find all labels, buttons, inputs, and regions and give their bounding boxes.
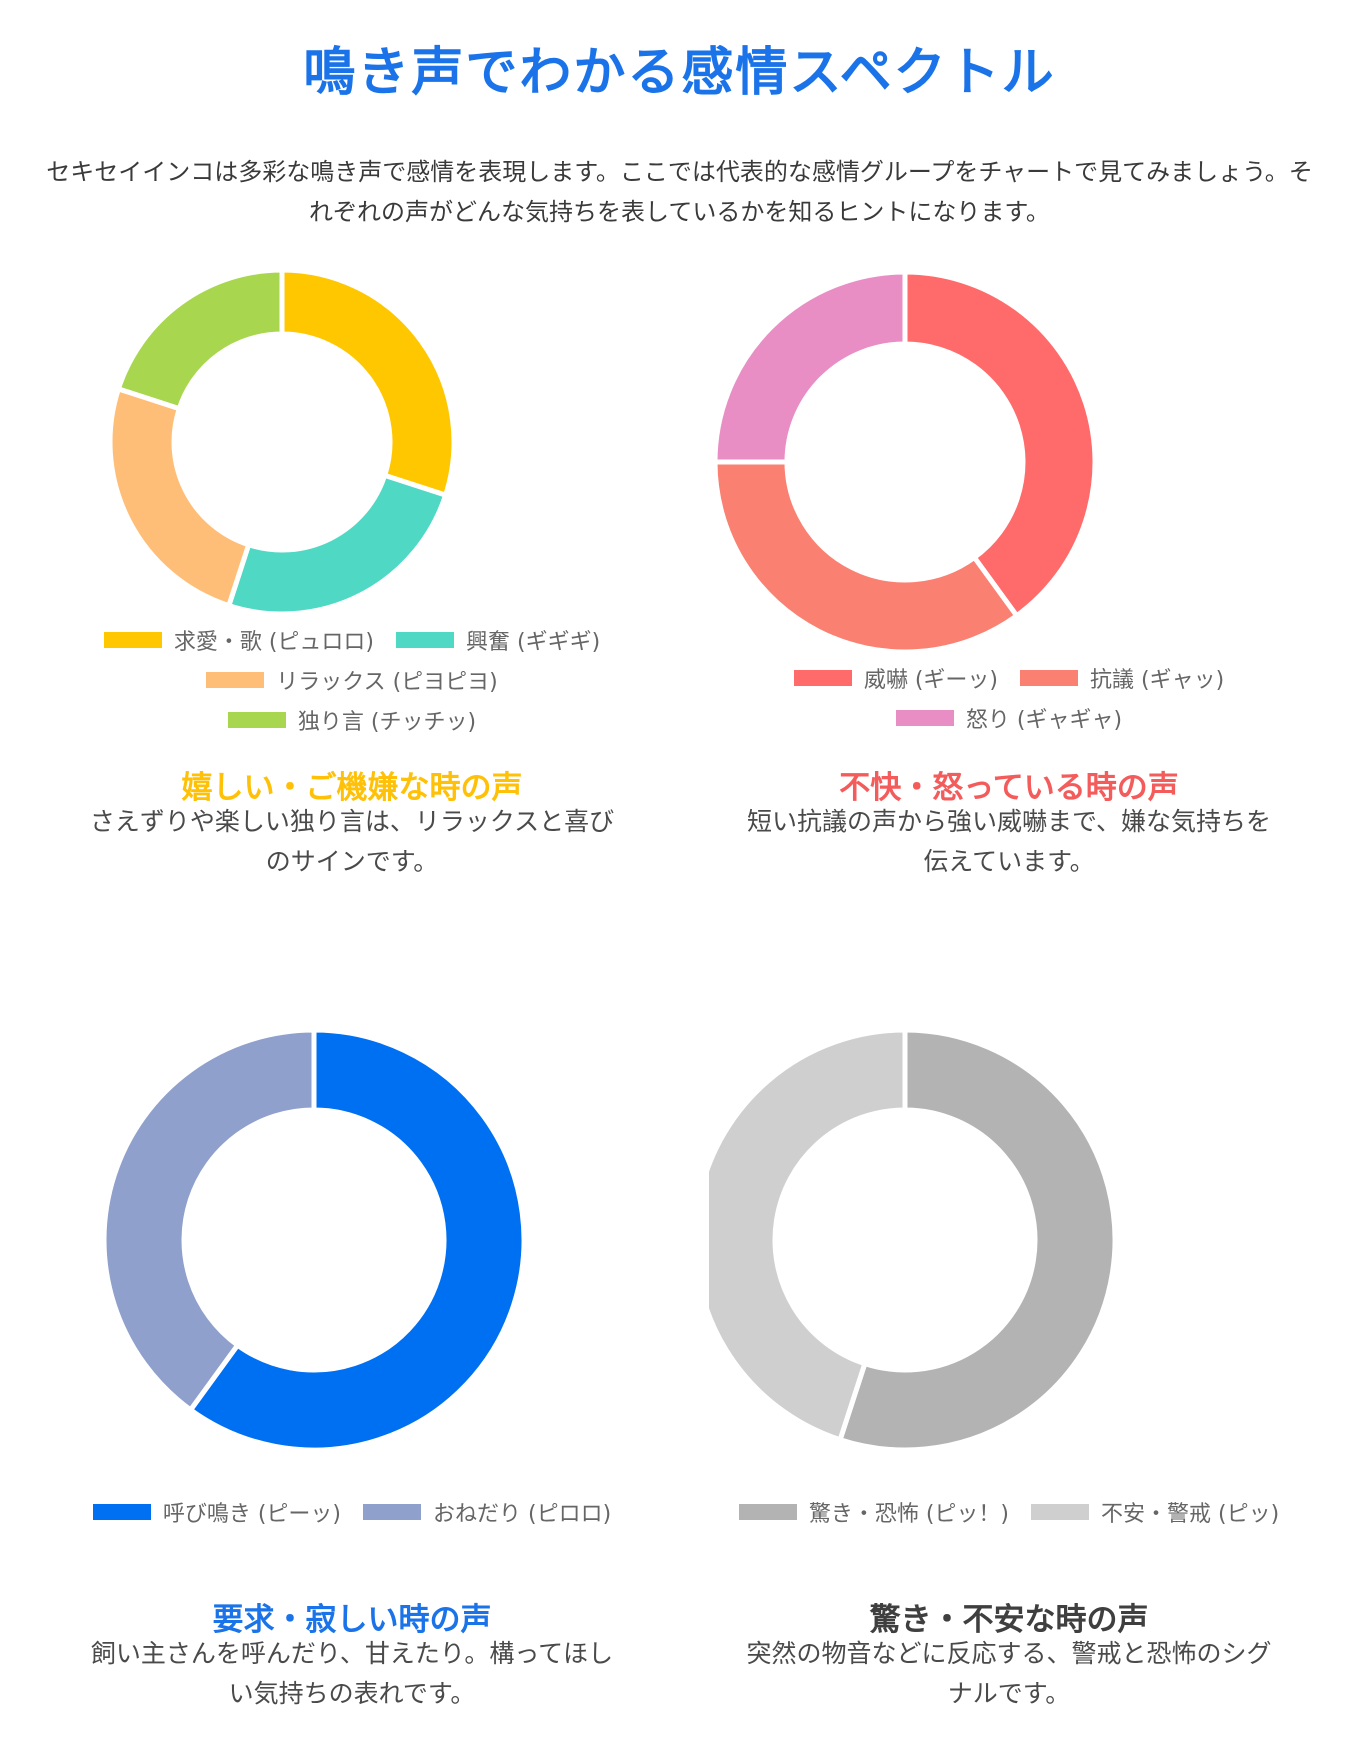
legend-label: 怒り (ギャギャ)	[965, 708, 1123, 733]
legend-item-happy-1[interactable]: 求愛・歌 (ピュロロ)	[103, 624, 374, 656]
legend-item-surprise-1[interactable]: 驚き・恐怖 (ピッ！)	[738, 1496, 1009, 1528]
caption-title-happy: 嬉しい・ご機嫌な時の声	[181, 770, 523, 806]
legend-swatch	[396, 632, 454, 648]
legend-label: 抗議 (ギャッ)	[1090, 668, 1225, 693]
legend-label: 求愛・歌 (ピュロロ)	[173, 630, 374, 655]
legend-row: 独り言 (チッチッ)	[227, 702, 477, 738]
intro-text: セキセイインコは多彩な鳴き声で感情を表現します。ここでは代表的な感情グループをチ…	[46, 158, 1313, 226]
legend-swatch	[92, 1504, 151, 1520]
legend-swatch	[206, 672, 265, 688]
page-title: 鳴き声でわかる感情スペクトル	[303, 43, 1056, 103]
legend-row: 呼び鳴き (ピーッ) おねだり (ピロロ)	[92, 1494, 611, 1530]
donut-slice-angry-2[interactable]	[712, 459, 1021, 655]
legend-item-angry-3[interactable]: 怒り (ギャギャ)	[895, 702, 1123, 734]
donut-chart-surprise	[709, 1027, 1118, 1453]
caption-text-happy: さえずりや楽しい独り言は、リラックスと喜びのサインです。	[89, 807, 615, 876]
legend-item-angry-2[interactable]: 抗議 (ギャッ)	[1020, 662, 1224, 694]
legend-label: おねだり (ピロロ)	[433, 1502, 612, 1527]
legend-swatch	[1020, 670, 1078, 686]
legend-label: 驚き・恐怖 (ピッ！)	[808, 1502, 1009, 1527]
legend-swatch	[363, 1504, 421, 1520]
legend-angry: 威嚇 (ギーッ) 抗議 (ギャッ) 怒り (ギャギャ)	[709, 660, 1309, 736]
donut-slice-surprise-1[interactable]	[836, 1027, 1118, 1453]
donut-slice-happy-3[interactable]	[107, 385, 252, 609]
donut-slice-happy-1[interactable]	[279, 267, 457, 499]
legend-row: 怒り (ギャギャ)	[895, 700, 1123, 736]
legend-item-surprise-2[interactable]: 不安・警戒 (ピッ)	[1031, 1496, 1279, 1528]
donut-chart-happy	[107, 267, 457, 617]
donut-slice-happy-4[interactable]	[115, 267, 285, 412]
chart-panel-surprise: 驚き・恐怖 (ピッ！) 不安・警戒 (ピッ) 驚き・不安な時の声 突然の物音などに…	[709, 1000, 1309, 1720]
donut-chart-angry	[712, 269, 1098, 655]
legend-item-happy-2[interactable]: 興奮 (ギギギ)	[396, 624, 600, 656]
caption-text-surprise: 突然の物音などに反応する、警戒と恐怖のシグナルです。	[746, 1639, 1272, 1708]
legend-swatch	[1031, 1504, 1089, 1520]
chart-panel-demand: 呼び鳴き (ピーッ) おねだり (ピロロ) 要求・寂しい時の声 飼い主さんを呼んだ…	[52, 1000, 652, 1720]
legend-row: リラックス (ピヨピヨ)	[206, 662, 498, 698]
legend-label: リラックス (ピヨピヨ)	[276, 670, 498, 695]
donut-slice-demand-1[interactable]	[187, 1027, 527, 1453]
legend-swatch	[738, 1504, 797, 1520]
legend-item-happy-3[interactable]: リラックス (ピヨピヨ)	[206, 664, 498, 696]
legend-item-angry-1[interactable]: 威嚇 (ギーッ)	[793, 662, 998, 694]
legend-demand: 呼び鳴き (ピーッ) おねだり (ピロロ)	[52, 1494, 652, 1530]
chart-panel-angry: 威嚇 (ギーッ) 抗議 (ギャッ) 怒り (ギャギャ) 不快・怒っている時の声 短い…	[709, 262, 1309, 882]
legend-row: 驚き・恐怖 (ピッ！) 不安・警戒 (ピッ)	[738, 1494, 1279, 1530]
caption-title-surprise: 驚き・不安な時の声	[869, 1602, 1149, 1638]
donut-slice-angry-1[interactable]	[902, 269, 1098, 620]
legend-swatch	[895, 710, 954, 726]
legend-row: 威嚇 (ギーッ) 抗議 (ギャッ)	[793, 660, 1224, 696]
donut-slice-surprise-2[interactable]	[709, 1027, 908, 1443]
legend-item-demand-2[interactable]: おねだり (ピロロ)	[363, 1496, 611, 1528]
caption-text-demand: 飼い主さんを呼んだり、甘えたり。構ってほしい気持ちの表れです。	[90, 1639, 614, 1708]
caption-title-demand: 要求・寂しい時の声	[212, 1602, 492, 1638]
legend-item-happy-4[interactable]: 独り言 (チッチッ)	[227, 704, 477, 736]
chart-panel-happy: 求愛・歌 (ピュロロ) 興奮 (ギギギ) リラックス (ピヨピヨ) 独り言 (チッチッ…	[52, 262, 652, 882]
legend-item-demand-1[interactable]: 呼び鳴き (ピーッ)	[92, 1496, 341, 1528]
caption-text-angry: 短い抗議の声から強い威嚇まで、嫌な気持ちを伝えています。	[746, 807, 1271, 876]
legend-label: 威嚇 (ギーッ)	[863, 668, 998, 693]
legend-label: 独り言 (チッチッ)	[297, 710, 477, 735]
legend-swatch	[103, 632, 162, 648]
donut-slice-demand-2[interactable]	[101, 1027, 317, 1414]
legend-label: 不安・警戒 (ピッ)	[1101, 1502, 1280, 1527]
legend-label: 呼び鳴き (ピーッ)	[162, 1502, 341, 1527]
legend-surprise: 驚き・恐怖 (ピッ！) 不安・警戒 (ピッ)	[709, 1494, 1309, 1530]
donut-slice-happy-2[interactable]	[225, 472, 449, 617]
legend-swatch	[793, 670, 852, 686]
legend-label: 興奮 (ギギギ)	[466, 630, 601, 655]
legend-swatch	[227, 712, 286, 728]
donut-slice-angry-3[interactable]	[712, 269, 908, 465]
donut-chart-demand	[101, 1027, 527, 1453]
legend-happy: 求愛・歌 (ピュロロ) 興奮 (ギギギ) リラックス (ピヨピヨ) 独り言 (チッチッ…	[52, 622, 652, 738]
caption-title-angry: 不快・怒っている時の声	[839, 770, 1179, 806]
legend-row: 求愛・歌 (ピュロロ) 興奮 (ギギギ)	[103, 622, 600, 658]
